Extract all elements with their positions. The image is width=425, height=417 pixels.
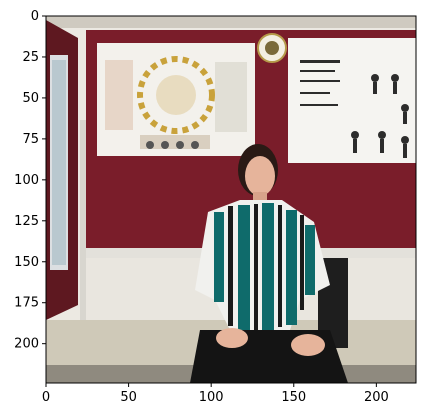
y-tick-label: 25 xyxy=(22,50,39,65)
y-axis: 0 25 50 75 100 125 150 175 200 xyxy=(14,9,46,352)
x-axis: 0 50 100 150 200 xyxy=(42,383,389,405)
y-tick-label: 200 xyxy=(14,337,39,352)
x-tick-label: 100 xyxy=(199,390,224,405)
photo xyxy=(46,16,416,383)
x-tick-label: 0 xyxy=(42,390,50,405)
y-tick-label: 125 xyxy=(14,214,39,229)
y-tick-label: 100 xyxy=(14,173,39,188)
y-tick-label: 0 xyxy=(31,9,39,24)
axes-frame xyxy=(45,15,417,384)
y-tick-label: 175 xyxy=(14,296,39,311)
y-tick-label: 75 xyxy=(22,132,39,147)
x-tick-label: 200 xyxy=(364,390,389,405)
y-tick-label: 150 xyxy=(14,255,39,270)
x-tick-label: 150 xyxy=(281,390,306,405)
seated-woman xyxy=(190,144,348,383)
y-tick-label: 50 xyxy=(22,91,39,106)
x-tick-label: 50 xyxy=(120,390,137,405)
